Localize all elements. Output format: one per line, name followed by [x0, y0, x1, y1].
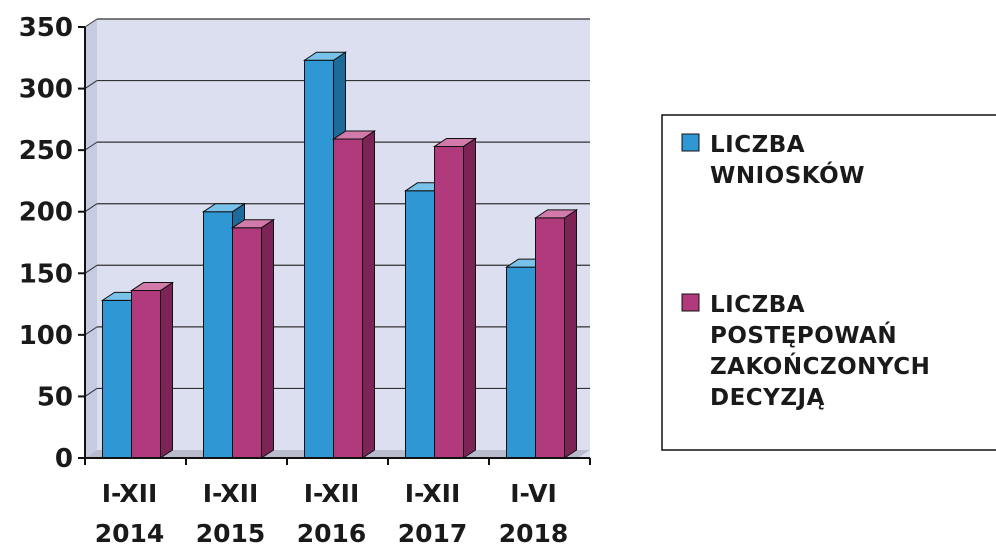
- y-tick-label: 50: [37, 382, 73, 412]
- bar-front: [405, 190, 435, 459]
- x-tick-labels: I-XII 2014 I-XII 2015 I-XII 2016 I-XII 2017 I-VI…: [95, 479, 569, 548]
- bar-front: [203, 211, 233, 459]
- bar-front: [102, 299, 132, 459]
- gridline-diag: [84, 18, 98, 28]
- x-tick-label: I-XII: [102, 479, 158, 508]
- x-tick-label: 2015: [196, 519, 266, 548]
- x-tick-label: 2018: [499, 519, 569, 548]
- bar-front: [131, 290, 161, 459]
- x-tick-label: I-XII: [304, 479, 360, 508]
- y-tick-label: 350: [19, 13, 73, 43]
- legend-label: LICZBA: [710, 292, 805, 318]
- bar-top: [201, 203, 247, 213]
- bar-side: [463, 137, 476, 459]
- bar-side: [261, 218, 274, 459]
- bar-top: [432, 137, 478, 147]
- bar-front: [304, 59, 334, 459]
- legend-label: DECYZJĄ: [710, 385, 825, 411]
- legend-label: ZAKOŃCZONYCH: [710, 352, 930, 380]
- bar-front: [535, 217, 565, 459]
- plot-side-wall: [85, 19, 97, 458]
- bar-side: [362, 130, 375, 459]
- y-tick-label: 150: [19, 259, 73, 289]
- axes: [78, 26, 591, 465]
- x-tick-label: 2016: [297, 519, 367, 548]
- y-tick-label: 300: [19, 75, 73, 105]
- bar-side: [160, 281, 173, 459]
- bars: [100, 51, 579, 459]
- gridline-diag: [84, 326, 98, 336]
- bar-front: [506, 266, 536, 459]
- y-tick-label: 250: [19, 136, 73, 166]
- bar: [331, 130, 377, 459]
- legend-label: POSTĘPOWAŃ: [710, 321, 897, 349]
- gridline-diag: [84, 80, 98, 89]
- x-tick-label: I-XII: [203, 479, 259, 508]
- bar-front: [333, 138, 363, 459]
- y-tick-label: 100: [19, 321, 73, 351]
- bar-top: [129, 282, 175, 292]
- bar-top: [533, 209, 579, 219]
- bar-front: [434, 145, 464, 459]
- bar-top: [230, 219, 276, 229]
- gridline-diag: [84, 264, 98, 274]
- bar: [432, 137, 478, 459]
- bar: [533, 208, 579, 459]
- y-tick-label: 0: [55, 444, 73, 474]
- bar: [230, 218, 276, 459]
- gridline-diag: [84, 141, 98, 151]
- bar: [129, 281, 175, 459]
- x-tick-label: I-XII: [405, 479, 461, 508]
- legend-box: [661, 114, 996, 451]
- x-tick-label: I-VI: [510, 479, 557, 508]
- bar-side: [564, 208, 577, 459]
- x-tick-label: 2017: [398, 519, 468, 548]
- gridline-diag: [84, 388, 98, 397]
- legend-swatch: [681, 293, 700, 312]
- legend-label: WNIOSKÓW: [710, 161, 865, 189]
- legend: LICZBA WNIOSKÓW LICZBA POSTĘPOWAŃ ZAKOŃCZONY…: [661, 114, 996, 451]
- bar-top: [331, 130, 377, 140]
- y-tick-labels: 0 50 100 150 200 250 300 350: [19, 13, 73, 474]
- legend-label: LICZBA: [710, 132, 805, 158]
- legend-swatch: [681, 133, 700, 152]
- gridline-diag: [84, 203, 98, 213]
- bar-front: [232, 227, 262, 459]
- bar-top: [302, 51, 348, 61]
- y-tick-label: 200: [19, 198, 73, 228]
- x-tick-label: 2014: [95, 519, 165, 548]
